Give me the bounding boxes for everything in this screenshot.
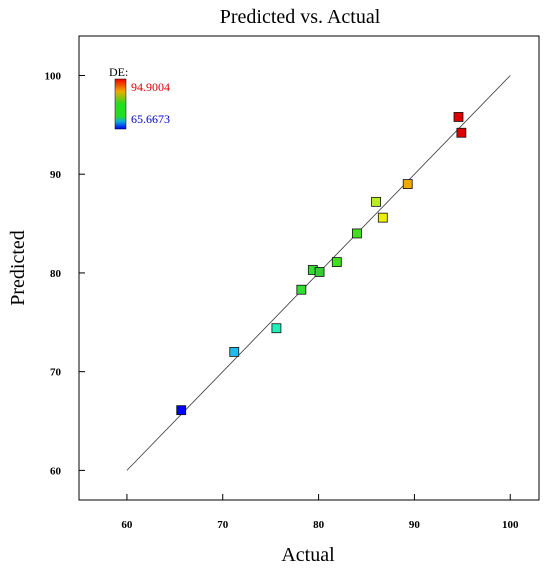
data-point xyxy=(314,267,325,277)
data-point xyxy=(271,323,282,334)
data-point xyxy=(377,212,388,223)
axis-ticks: 60 70 80 90 100 60 70 80 90 100 xyxy=(45,70,520,531)
data-point xyxy=(456,127,467,138)
x-tick-label: 60 xyxy=(121,519,133,531)
data-point xyxy=(371,196,381,207)
data-point xyxy=(331,257,342,267)
data-point xyxy=(296,284,307,295)
legend: DE: 94.9004 65.6673 xyxy=(109,65,170,130)
data-point xyxy=(176,405,187,416)
data-point xyxy=(453,112,464,122)
y-tick-label: 80 xyxy=(50,268,62,280)
legend-color-bar xyxy=(114,78,127,130)
x-tick-label: 100 xyxy=(502,519,519,531)
y-tick-label: 70 xyxy=(50,367,62,379)
y-tick-label: 60 xyxy=(50,465,62,477)
data-points xyxy=(176,112,467,416)
y-tick-label: 100 xyxy=(45,70,62,82)
data-point xyxy=(402,179,413,189)
plot-frame xyxy=(78,35,540,501)
x-tick-label: 70 xyxy=(217,519,229,531)
x-tick-label: 90 xyxy=(409,519,421,531)
y-tick-label: 90 xyxy=(50,169,62,181)
chart-title: Predicted vs. Actual xyxy=(220,6,381,28)
data-point xyxy=(229,347,240,357)
x-tick-label: 80 xyxy=(313,519,325,531)
data-point xyxy=(352,228,362,239)
legend-title: DE: xyxy=(109,65,128,79)
y-axis-label: Predicted xyxy=(7,230,29,306)
legend-min-label: 65.6673 xyxy=(131,112,170,126)
x-axis-label: Actual xyxy=(281,544,335,566)
legend-max-label: 94.9004 xyxy=(131,80,170,94)
